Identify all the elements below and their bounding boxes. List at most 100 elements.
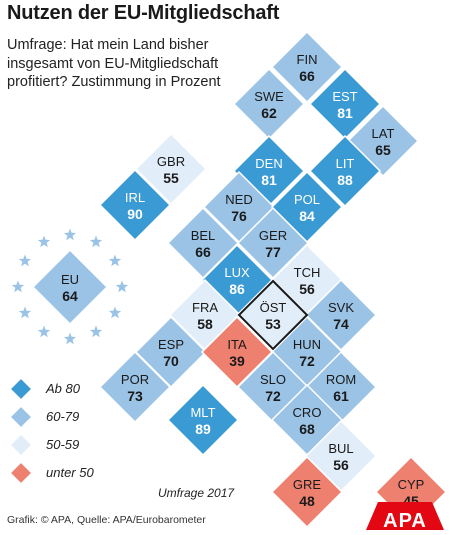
tile-value-irl: 90: [127, 206, 143, 222]
apa-logo: APA: [366, 502, 444, 532]
tile-code-irl: IRL: [125, 190, 145, 205]
tile-value-ita: 39: [229, 353, 245, 369]
tile-code-est: EST: [332, 89, 357, 104]
tile-code-rom: ROM: [326, 372, 356, 387]
tile-value-svk: 74: [333, 316, 349, 332]
tile-code-swe: SWE: [254, 89, 284, 104]
eu-star: [115, 280, 129, 293]
chart-subtitle: Umfrage: Hat mein Land bisher insgesamt …: [7, 37, 221, 90]
tile-value-bel: 66: [195, 244, 211, 260]
eu-star: [18, 254, 32, 267]
legend-label-unter50: unter 50: [46, 465, 94, 480]
tile-code-cro: CRO: [293, 405, 322, 420]
tile-value-pol: 84: [299, 208, 315, 224]
tile-code-esp: ESP: [158, 337, 184, 352]
eu-star: [18, 306, 32, 319]
eu-stars-ring: [11, 228, 129, 345]
eu-star: [37, 325, 51, 338]
tile-code-bel: BEL: [191, 228, 216, 243]
tile-value-ger: 77: [265, 244, 281, 260]
tile-code-fin: FIN: [297, 52, 318, 67]
tile-value-lit: 88: [337, 172, 353, 188]
tile-value-bul: 56: [333, 457, 349, 473]
tile-value-swe: 62: [261, 105, 277, 121]
apa-logo-shape: [366, 502, 444, 530]
tile-shape-eu: [31, 248, 109, 326]
tile-code-pol: POL: [294, 192, 320, 207]
tile-value-lux: 86: [229, 281, 245, 297]
eu-star: [108, 254, 122, 267]
tile-shape-mlt: [166, 383, 240, 457]
tile-code-gre: GRE: [293, 477, 322, 492]
tile-shape-fin: [270, 30, 344, 104]
tile-shape-gbr: [134, 132, 208, 206]
tile-code-hun: HUN: [293, 337, 321, 352]
tile-value-mlt: 89: [195, 421, 211, 437]
tile-shape-gre: [270, 455, 344, 529]
country-tiles: FIN66SWE62EST81LAT65GBR55DEN81LIT88IRL90…: [31, 30, 448, 529]
apa-logo-text: APA: [383, 510, 427, 532]
tile-value-rom: 61: [333, 388, 349, 404]
eu-star: [89, 325, 103, 338]
tile-code-svk: SVK: [328, 300, 354, 315]
tile-value-hun: 72: [299, 353, 315, 369]
tile-value-ned: 76: [231, 208, 247, 224]
eu-star: [37, 235, 51, 248]
tile-code-gbr: GBR: [157, 154, 185, 169]
tile-code-eu: EU: [61, 272, 79, 287]
tile-value-por: 73: [127, 388, 143, 404]
tile-value-esp: 70: [163, 353, 179, 369]
tile-code-ger: GER: [259, 228, 287, 243]
tile-code-slo: SLO: [260, 372, 286, 387]
tile-code-fra: FRA: [192, 300, 218, 315]
tile-code-den: DEN: [255, 156, 282, 171]
tile-value-eu: 64: [62, 288, 78, 304]
tile-value-lat: 65: [375, 142, 391, 158]
legend-label-ab80: Ab 80: [46, 381, 80, 396]
tile-code-oest: ÖST: [260, 300, 287, 315]
tile-value-slo: 72: [265, 388, 281, 404]
highlight-outline-oest: [237, 279, 309, 351]
legend-label-50-59: 50-59: [46, 437, 80, 452]
tile-value-fin: 66: [299, 68, 315, 84]
tile-code-lit: LIT: [336, 156, 355, 171]
tile-code-bul: BUL: [328, 441, 353, 456]
chart-title: Nutzen der EU-Mitgliedschaft: [7, 2, 280, 24]
eu-star: [108, 306, 122, 319]
source-credit: Grafik: © APA, Quelle: APA/Eurobarometer: [7, 514, 206, 526]
tile-value-oest: 53: [265, 316, 281, 332]
eu-star: [89, 235, 103, 248]
eu-star: [63, 332, 77, 345]
survey-note: Umfrage 2017: [158, 486, 235, 500]
eu-star: [11, 280, 25, 293]
eu-star: [63, 228, 77, 241]
tile-code-mlt: MLT: [190, 405, 215, 420]
tile-code-cyp: CYP: [398, 477, 425, 492]
tile-code-por: POR: [121, 372, 149, 387]
tile-code-ita: ITA: [227, 337, 247, 352]
tile-value-den: 81: [261, 172, 277, 188]
tile-code-lux: LUX: [224, 265, 250, 280]
tile-code-tch: TCH: [294, 265, 321, 280]
tile-shape-lit: [308, 134, 382, 208]
tile-code-lat: LAT: [372, 126, 395, 141]
legend-label-60-79: 60-79: [46, 409, 80, 424]
tile-value-gbr: 55: [163, 170, 179, 186]
tile-value-est: 81: [337, 105, 353, 121]
tile-value-tch: 56: [299, 281, 315, 297]
tile-shape-por: [98, 350, 172, 424]
tile-value-fra: 58: [197, 316, 213, 332]
tile-value-cro: 68: [299, 421, 315, 437]
tile-shape-irl: [98, 168, 172, 242]
